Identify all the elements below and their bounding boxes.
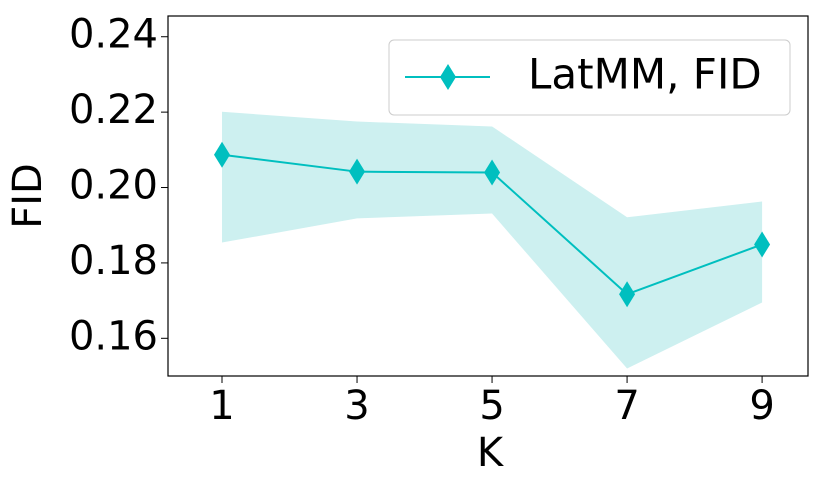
x-tick-label: 7 <box>614 383 639 429</box>
plot-frame <box>167 15 809 377</box>
x-axis-label: K <box>477 430 505 476</box>
legend-box <box>388 39 791 116</box>
y-tick-label: 0.24 <box>69 12 158 58</box>
x-tick-label: 3 <box>344 383 369 429</box>
x-tick-label: 9 <box>749 383 774 429</box>
y-axis-label: FID <box>5 163 51 229</box>
marker <box>754 231 771 258</box>
y-tick-label: 0.18 <box>69 238 158 284</box>
marker <box>349 158 366 185</box>
legend-label: LatMM, FID <box>528 50 762 99</box>
marker <box>484 159 501 186</box>
x-tick-label: 1 <box>209 383 234 429</box>
y-tick-label: 0.16 <box>69 313 158 359</box>
y-tick-label: 0.20 <box>69 163 158 209</box>
x-tick-label: 5 <box>479 383 504 429</box>
legend-marker <box>440 64 456 90</box>
error-band <box>222 111 763 369</box>
marker <box>619 281 636 308</box>
y-tick-label: 0.22 <box>69 87 158 133</box>
marker <box>214 141 231 168</box>
